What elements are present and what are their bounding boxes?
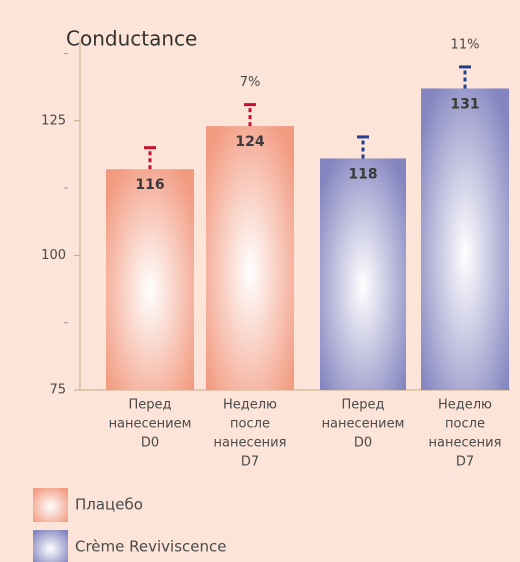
y-tick-label: 100 [41,248,66,263]
value-label: 131 [450,96,479,112]
x-tick-label: нанесения [214,436,287,451]
legend-label: Плацебо [75,496,143,514]
legend-swatch [33,530,68,562]
bar [206,126,294,391]
chart-title: Conductance [66,27,197,51]
x-tick-label: после [230,417,270,432]
legend-swatch [33,488,68,522]
x-tick-label: нанесения [429,436,502,451]
y-tick-label: 75 [49,383,66,398]
annotation: 7% [240,75,261,90]
x-tick-label: Перед [128,398,171,413]
annotation: 11% [451,37,480,52]
x-tick-label: D7 [241,455,259,470]
x-tick-label: D0 [354,436,372,451]
bar [421,88,509,390]
bar [320,158,406,390]
x-tick-label: D0 [141,436,159,451]
x-tick-label: D7 [456,455,474,470]
bar [106,169,194,390]
value-label: 118 [348,166,377,182]
x-tick-label: нанесением [109,417,192,432]
x-tick-label: нанесением [322,417,405,432]
y-tick-label: 125 [41,113,66,128]
value-label: 116 [135,177,164,193]
legend-label: Crème Reviviscence [75,538,227,556]
x-tick-label: Неделю [223,398,277,413]
x-tick-label: Неделю [438,398,492,413]
value-label: 124 [235,134,264,150]
x-tick-label: после [445,417,485,432]
x-tick-label: Перед [341,398,384,413]
